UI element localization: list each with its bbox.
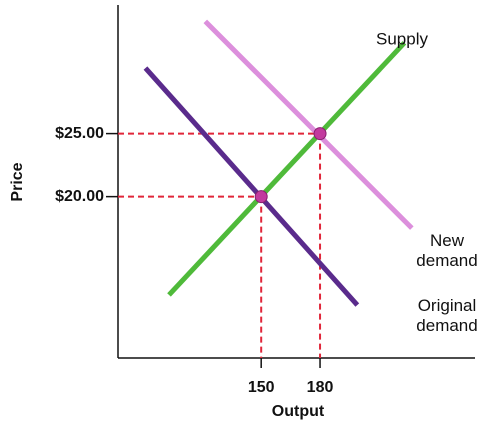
- curve: [167, 41, 407, 297]
- x-tick-label: 150: [248, 379, 275, 396]
- curve-label: Supply: [376, 29, 428, 48]
- x-axis-label: Output: [272, 403, 325, 420]
- equilibrium-point: [313, 127, 327, 141]
- y-tick-label: $20.00: [55, 188, 104, 205]
- x-tick-label: 180: [307, 379, 334, 396]
- y-axis-label: Price: [9, 162, 26, 201]
- curve-label: Original demand: [416, 296, 477, 335]
- curve: [203, 19, 414, 230]
- y-tick-label: $25.00: [55, 125, 104, 142]
- curve: [143, 66, 360, 307]
- equilibrium-point: [254, 190, 268, 204]
- curve-label: New demand: [416, 231, 477, 270]
